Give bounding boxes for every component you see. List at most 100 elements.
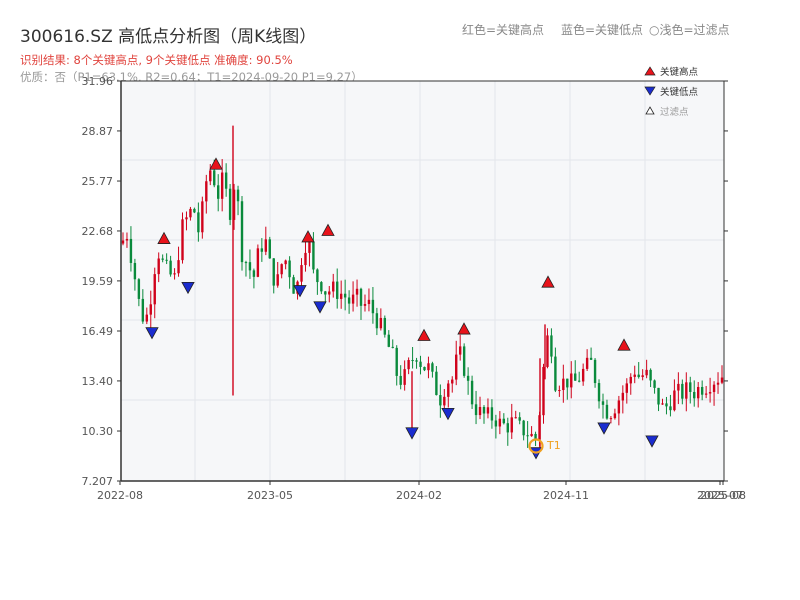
y-tick-label: 28.87: [82, 125, 114, 138]
candle-body: [375, 313, 379, 329]
candle-body: [363, 304, 367, 306]
candle-body: [209, 170, 212, 182]
candle-body: [700, 386, 704, 395]
candle-body: [510, 417, 513, 433]
y-tick-label: 31.96: [82, 75, 114, 88]
candle-body: [427, 363, 430, 371]
candle-body: [276, 274, 279, 286]
key-high-marker: [541, 275, 555, 288]
candle-body: [308, 241, 311, 253]
plot-background: [121, 81, 724, 481]
t1-circle: [528, 438, 544, 454]
recognition-result: 识别结果: 8个关键高点, 9个关键低点 准确度: 90.5%: [20, 53, 293, 67]
candle-body: [201, 201, 204, 233]
candle-body: [300, 265, 303, 282]
candle-body: [403, 369, 406, 385]
candle-body: [411, 360, 414, 362]
candle-body: [490, 407, 494, 421]
candle-body: [224, 172, 228, 189]
y-tick-label: 22.68: [82, 225, 114, 238]
candle-body: [232, 189, 236, 220]
key-low-marker: [181, 281, 195, 295]
candle-body: [391, 346, 394, 348]
candle-body: [673, 390, 676, 411]
y-tick-label: 25.77: [82, 175, 114, 188]
candle-body: [312, 241, 315, 270]
candle-body: [157, 258, 160, 275]
key-high-marker: [157, 231, 171, 244]
key-low-marker: [313, 301, 327, 314]
candle-body: [336, 281, 339, 299]
candle-body: [498, 418, 502, 427]
candle-body: [637, 374, 640, 378]
y-tick-label: 13.40: [82, 375, 114, 388]
candle-body: [177, 260, 180, 274]
x-tick-label: 2024-11: [543, 489, 589, 502]
candle-body: [193, 208, 196, 213]
candle-body: [554, 356, 557, 391]
candle-body: [347, 297, 351, 304]
candle-body: [252, 270, 256, 277]
candle-body: [228, 188, 232, 220]
candle-body: [597, 383, 601, 402]
candle-body: [220, 172, 224, 199]
candle-body: [708, 392, 712, 394]
y-tick-label: 19.59: [82, 275, 114, 288]
candle-body: [589, 357, 593, 360]
candle-body: [657, 387, 660, 405]
candle-body: [264, 239, 268, 252]
candle-body: [486, 407, 490, 414]
candle-body: [645, 369, 648, 376]
candle-body: [185, 217, 188, 220]
legend-high-symbol: [644, 66, 656, 76]
key-high-marker: [301, 230, 315, 243]
candle-body: [677, 383, 680, 391]
candle-body: [324, 291, 327, 295]
candle-body: [435, 371, 438, 396]
candle-body: [395, 347, 398, 376]
candle-body: [407, 360, 410, 370]
candle-body: [716, 382, 720, 385]
candle-body: [633, 374, 636, 377]
candle-body: [383, 317, 387, 335]
candle-body: [181, 219, 184, 261]
candle-body: [359, 288, 363, 306]
legend-blue-text: 蓝色=关键低点: [561, 23, 644, 37]
key-low-marker: [441, 407, 455, 421]
legend-low-label: 关键低点: [660, 86, 699, 98]
candles: [121, 125, 724, 448]
x-tick-label: 2022-08: [97, 489, 143, 502]
candle-body: [585, 357, 589, 369]
candle-body: [121, 240, 125, 244]
candle-body: [240, 201, 244, 263]
candle-body: [546, 335, 549, 367]
candle-body: [351, 294, 355, 304]
candle-body: [236, 189, 240, 202]
candle-body: [506, 423, 509, 433]
candle-body: [661, 403, 664, 405]
candle-body: [288, 260, 291, 278]
candle-body: [458, 346, 462, 355]
candle-body: [462, 346, 466, 376]
candle-body: [451, 379, 454, 384]
candle-body: [387, 334, 390, 347]
candle-body: [681, 383, 684, 399]
candle-body: [474, 404, 478, 416]
key-high-marker: [321, 223, 335, 236]
candle-body: [189, 208, 192, 218]
candle-body: [280, 264, 283, 275]
candle-body: [494, 420, 498, 427]
key-high-marker: [209, 157, 223, 170]
t1-label: T1: [546, 439, 561, 452]
candle-body: [256, 248, 260, 277]
candle-body: [641, 375, 644, 378]
candle-body: [379, 317, 383, 329]
legend-red-text: 红色=关键高点: [462, 23, 545, 37]
legend-light-text: ○浅色=过滤点: [649, 23, 730, 37]
y-tick-label: 10.30: [82, 425, 114, 438]
candle-body: [470, 380, 474, 405]
legend-filtered-label: 过滤点: [660, 106, 689, 118]
key-low-marker: [405, 427, 419, 440]
candle-body: [328, 291, 331, 295]
candle-body: [272, 258, 275, 286]
